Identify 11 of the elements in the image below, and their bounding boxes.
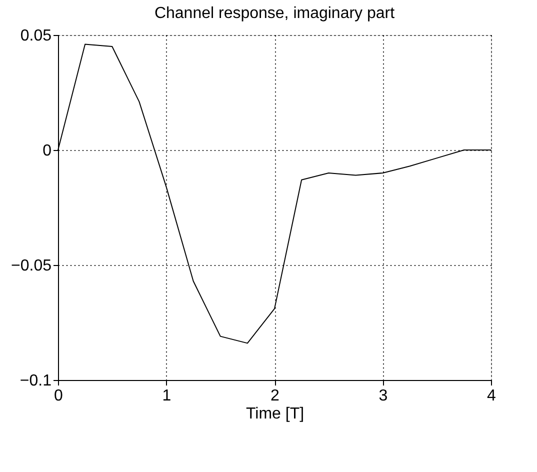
chart-title: Channel response, imaginary part xyxy=(154,5,396,22)
y-tick-label: 0.05 xyxy=(20,28,52,44)
x-axis-title: Time [T] xyxy=(246,406,304,422)
y-tick-label: 0 xyxy=(42,142,52,160)
x-tick-label: 0 xyxy=(54,388,64,404)
x-tick-label: 3 xyxy=(378,388,388,404)
x-tick-label: 4 xyxy=(487,388,496,404)
x-tick-label: 1 xyxy=(162,388,172,404)
y-tick-label: −0.1 xyxy=(20,372,52,390)
y-tick-label: −0.05 xyxy=(11,258,52,274)
x-tick-label: 2 xyxy=(270,388,280,404)
